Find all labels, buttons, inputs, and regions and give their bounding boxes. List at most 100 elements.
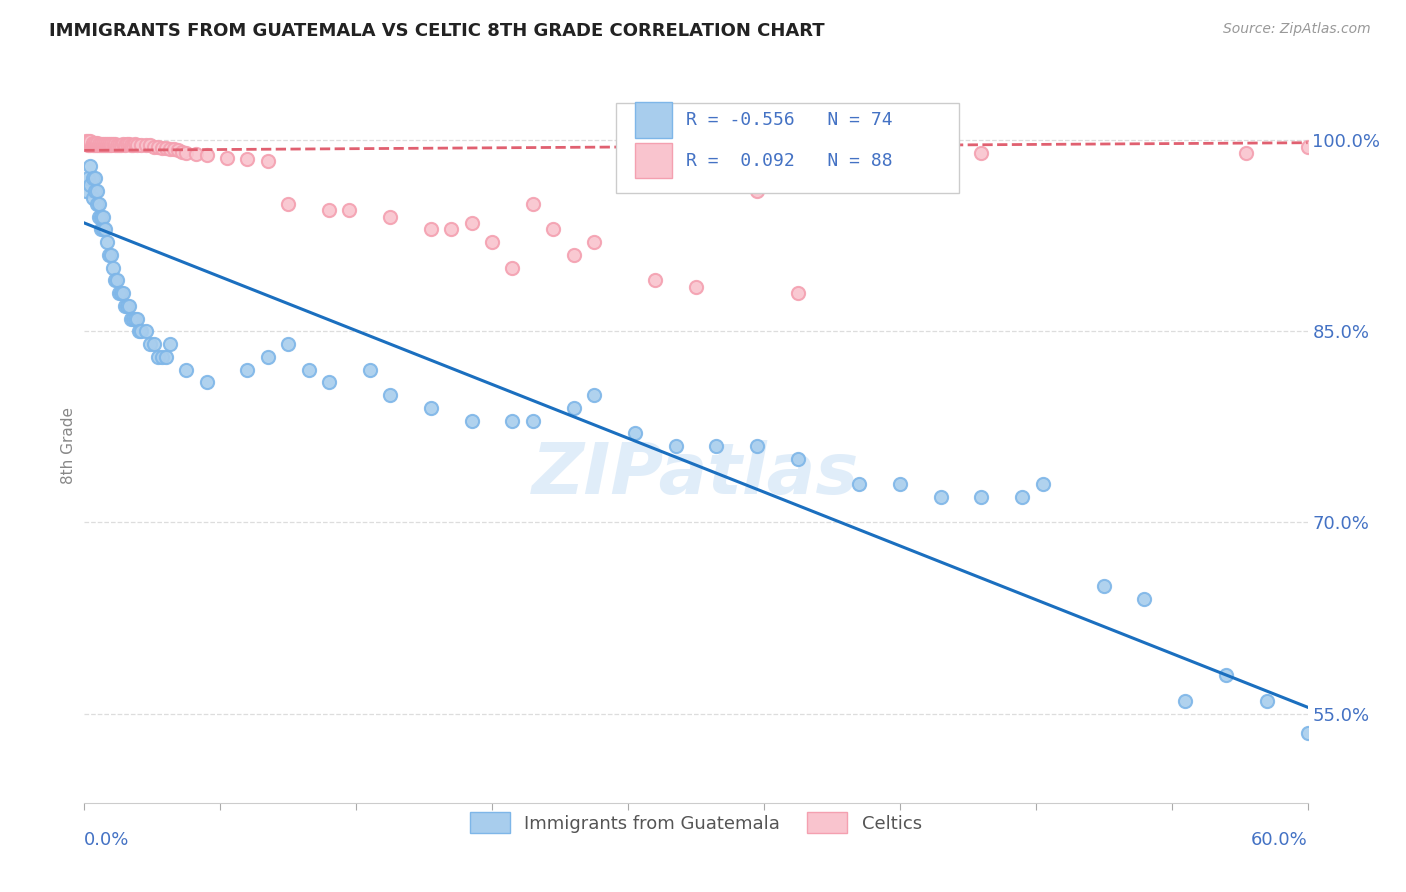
Point	[77, 138, 100, 153]
Point	[1296, 725, 1319, 739]
Point	[118, 136, 141, 151]
Point	[87, 136, 110, 151]
Point	[146, 139, 169, 153]
Point	[90, 222, 112, 236]
Point	[461, 413, 484, 427]
Point	[277, 197, 299, 211]
Point	[440, 222, 463, 236]
Point	[644, 273, 666, 287]
Point	[359, 362, 381, 376]
Point	[114, 138, 136, 153]
Point	[105, 273, 128, 287]
Point	[929, 139, 952, 153]
Point	[1092, 579, 1115, 593]
Point	[122, 138, 145, 153]
Point	[159, 337, 181, 351]
Point	[82, 138, 104, 153]
Point	[115, 136, 138, 151]
Point	[91, 138, 114, 153]
Point	[82, 136, 104, 150]
Point	[91, 136, 114, 151]
Point	[1236, 145, 1258, 160]
Point	[77, 136, 100, 150]
Point	[380, 210, 402, 224]
Point	[163, 142, 186, 156]
Text: IMMIGRANTS FROM GUATEMALA VS CELTIC 8TH GRADE CORRELATION CHART: IMMIGRANTS FROM GUATEMALA VS CELTIC 8TH …	[49, 22, 825, 40]
Point	[83, 184, 105, 198]
Point	[86, 136, 108, 151]
Point	[77, 135, 100, 149]
Point	[236, 153, 259, 167]
Point	[75, 135, 97, 149]
Point	[583, 235, 606, 249]
Point	[96, 136, 118, 151]
Point	[83, 136, 105, 151]
Point	[257, 350, 280, 364]
Point	[277, 337, 299, 351]
Point	[82, 171, 104, 186]
Point	[929, 490, 952, 504]
Point	[105, 138, 128, 153]
Point	[848, 145, 870, 160]
Point	[583, 388, 606, 402]
Point	[104, 136, 127, 151]
Point	[236, 362, 259, 376]
Point	[172, 145, 194, 159]
Text: R =  0.092   N = 88: R = 0.092 N = 88	[686, 152, 893, 169]
Point	[127, 138, 149, 153]
Point	[86, 184, 108, 198]
Point	[522, 413, 544, 427]
Point	[380, 388, 402, 402]
Point	[79, 159, 101, 173]
Point	[87, 197, 110, 211]
Point	[101, 136, 124, 151]
Point	[1256, 694, 1278, 708]
Point	[318, 376, 340, 390]
Point	[87, 138, 110, 153]
Point	[420, 401, 443, 415]
Point	[257, 153, 280, 168]
Point	[142, 337, 165, 351]
Point	[128, 324, 150, 338]
Point	[97, 138, 120, 153]
Point	[127, 311, 149, 326]
Point	[91, 210, 114, 224]
Point	[889, 477, 911, 491]
Point	[562, 401, 585, 415]
Point	[97, 136, 120, 151]
Point	[82, 190, 104, 204]
Point	[543, 222, 565, 236]
Point	[86, 136, 108, 150]
Point	[970, 490, 993, 504]
Point	[100, 136, 122, 151]
Point	[155, 141, 177, 155]
Point	[420, 222, 443, 236]
Point	[665, 439, 688, 453]
Point	[75, 184, 97, 198]
Point	[159, 142, 181, 156]
Point	[110, 138, 132, 153]
Point	[79, 138, 101, 153]
Point	[135, 324, 157, 338]
Point	[138, 138, 160, 153]
Text: 0.0%: 0.0%	[84, 830, 129, 849]
Point	[124, 311, 146, 326]
Point	[104, 138, 127, 153]
Point	[174, 362, 197, 376]
Point	[79, 135, 101, 149]
Point	[174, 145, 197, 160]
Point	[318, 203, 340, 218]
Point	[155, 350, 177, 364]
Point	[83, 136, 105, 150]
Point	[150, 141, 173, 155]
Point	[186, 147, 208, 161]
Point	[79, 136, 101, 150]
Point	[93, 136, 115, 151]
Point	[96, 138, 118, 153]
Point	[1133, 591, 1156, 606]
Point	[79, 136, 101, 151]
Point	[108, 138, 131, 153]
Point	[120, 138, 142, 153]
Point	[97, 248, 120, 262]
FancyBboxPatch shape	[636, 143, 672, 178]
